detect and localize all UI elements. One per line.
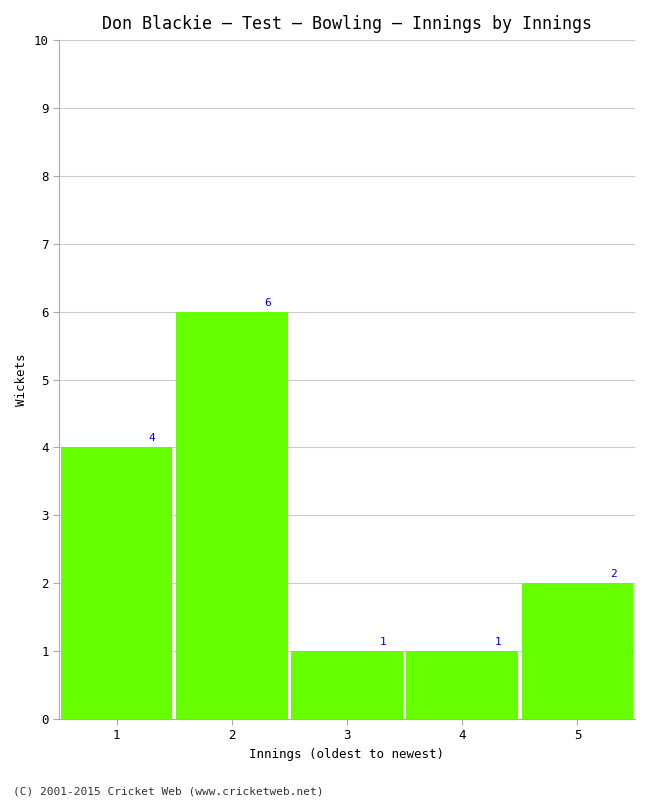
Text: (C) 2001-2015 Cricket Web (www.cricketweb.net): (C) 2001-2015 Cricket Web (www.cricketwe… [13,786,324,796]
Title: Don Blackie – Test – Bowling – Innings by Innings: Don Blackie – Test – Bowling – Innings b… [102,15,592,33]
Bar [406,651,518,719]
Text: 6: 6 [264,298,271,308]
Text: 4: 4 [149,434,155,443]
Bar [176,312,288,719]
Bar [291,651,403,719]
X-axis label: Innings (oldest to newest): Innings (oldest to newest) [250,748,445,761]
Text: 1: 1 [495,637,501,647]
Bar [521,583,633,719]
Bar [60,447,172,719]
Text: 2: 2 [610,569,616,579]
Text: 1: 1 [379,637,386,647]
Y-axis label: Wickets: Wickets [15,354,28,406]
